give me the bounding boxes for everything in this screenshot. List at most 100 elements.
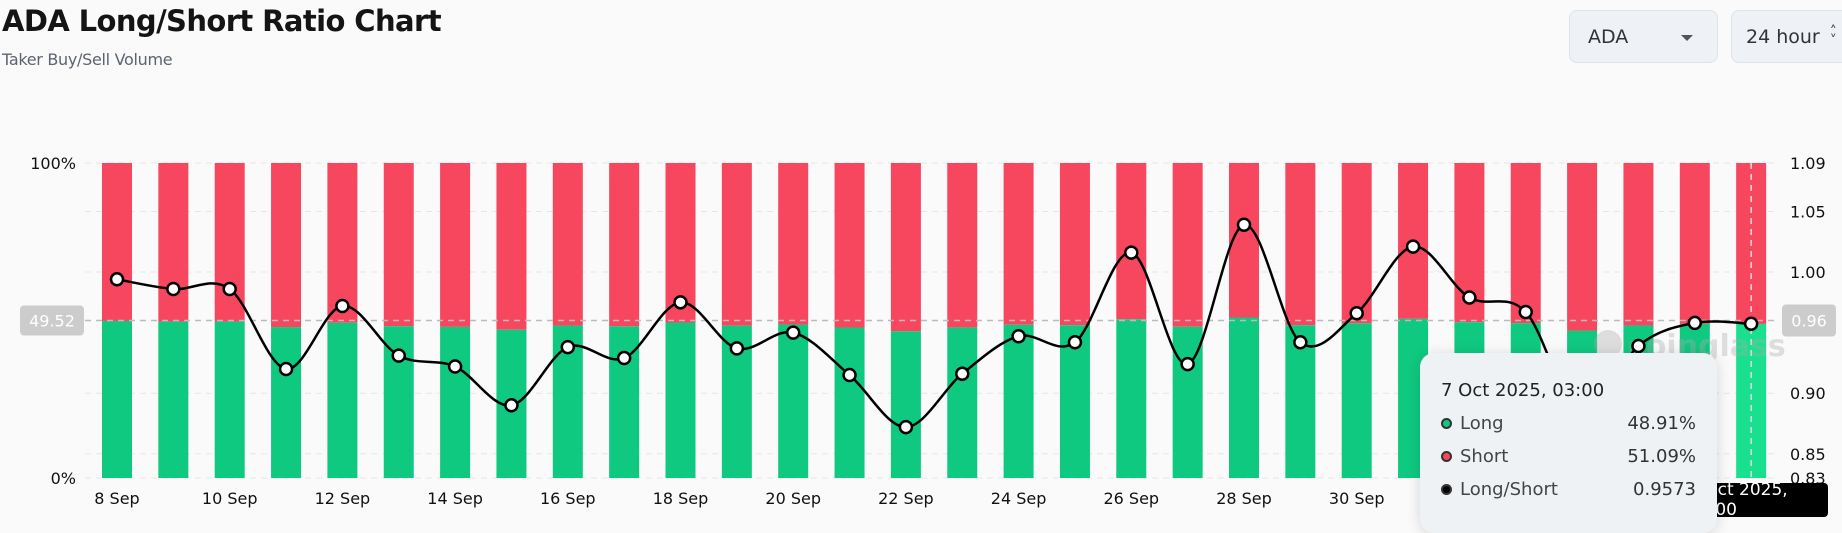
ratio-point — [447, 359, 463, 374]
ratio-point — [1124, 245, 1139, 260]
x-axis-tick-label: 24 Sep — [991, 489, 1047, 508]
tooltip-value: 0.9573 — [1633, 479, 1696, 500]
page-title: ADA Long/Short Ratio Chart — [2, 4, 442, 38]
ratio-point — [391, 348, 406, 363]
up-down-chevron-icon: ˄ ˅ — [1829, 23, 1837, 49]
long-bar — [1285, 325, 1316, 478]
ratio-point — [729, 341, 745, 356]
short-bar — [214, 163, 245, 322]
ratio-point — [166, 281, 181, 297]
long-bar — [1059, 325, 1090, 478]
long-bar — [1341, 323, 1372, 478]
x-axis-tick-label: 20 Sep — [765, 489, 821, 508]
asset-select-value: ADA — [1588, 25, 1629, 48]
long-bar — [102, 320, 132, 478]
short-bar — [383, 163, 414, 327]
ratio-point — [1631, 338, 1646, 354]
ratio-point — [1236, 217, 1252, 233]
short-bar — [1116, 163, 1147, 320]
tooltip-value: 51.09% — [1627, 446, 1696, 467]
short-bar — [1285, 163, 1316, 326]
ratio-point — [335, 298, 350, 314]
page-subtitle: Taker Buy/Sell Volume — [2, 50, 173, 69]
short-bar — [1172, 163, 1203, 327]
ratio-point — [222, 281, 237, 297]
short-bar — [271, 163, 302, 328]
watermark-logo-icon — [1594, 330, 1622, 358]
x-axis-tick-label: 10 Sep — [202, 489, 258, 508]
right-axis-tick-label: 0.85 — [1790, 445, 1826, 464]
right-axis-tick-label: 1.00 — [1790, 263, 1826, 282]
ratio-point — [785, 325, 801, 340]
ratio-point — [898, 419, 914, 435]
right-axis-tick-label: 1.05 — [1790, 202, 1826, 221]
ratio-point — [1011, 329, 1026, 344]
long-bar — [778, 324, 809, 478]
long-bar — [834, 327, 865, 478]
short-bar — [834, 163, 865, 328]
long-bar — [890, 331, 921, 478]
short-bar — [158, 163, 189, 322]
short-legend-dot-icon — [1441, 451, 1452, 462]
x-axis-tick-label: 22 Sep — [878, 489, 934, 508]
tooltip-label: Short — [1460, 446, 1509, 467]
short-bar — [1059, 163, 1090, 326]
long-short-chart[interactable]: coinglass 1.091.051.000.900.850.83100%0%… — [0, 0, 1842, 517]
short-bar — [552, 163, 583, 326]
short-bar — [1623, 163, 1654, 326]
ratio-point — [1180, 356, 1195, 372]
left-axis-tick-label: 100% — [30, 154, 76, 173]
short-bar — [721, 163, 752, 326]
ratio-point — [109, 272, 125, 287]
long-bar — [214, 321, 245, 478]
x-axis-tick-label: 14 Sep — [427, 489, 483, 508]
ratio-point — [1687, 315, 1703, 331]
asset-select[interactable]: ADA — [1569, 10, 1718, 63]
caret-down-icon — [1681, 35, 1693, 41]
short-bar — [1003, 163, 1034, 325]
long-bar — [158, 321, 189, 478]
tooltip-label: Long/Short — [1460, 479, 1558, 500]
x-axis-tick-label: 12 Sep — [315, 489, 371, 508]
long-bar — [665, 322, 696, 478]
tooltip-label: Long — [1460, 413, 1504, 434]
ratio-point — [842, 367, 857, 383]
short-bar — [947, 163, 978, 328]
ratio-point — [1405, 239, 1421, 254]
long-bar — [947, 327, 978, 478]
ratio-point — [616, 350, 632, 366]
ratio-line — [109, 217, 1759, 435]
crosshair-right-badge — [1782, 304, 1836, 337]
long-bar — [271, 327, 302, 478]
period-select[interactable]: 24 hour ˄ ˅ — [1731, 10, 1842, 63]
crosshair-left-badge — [20, 305, 84, 336]
long-bar — [327, 322, 358, 478]
long-bar — [440, 326, 471, 478]
ratio-legend-dot-icon — [1441, 484, 1452, 495]
x-axis-tick-label: 8 Sep — [94, 489, 139, 508]
bars — [102, 163, 1767, 478]
x-axis-tick-label: 16 Sep — [540, 489, 596, 508]
short-bar — [778, 163, 809, 325]
long-bar — [1003, 324, 1034, 478]
tooltip-date: 7 Oct 2025, 03:00 — [1441, 380, 1605, 401]
x-axis-tick-label: 30 Sep — [1329, 489, 1385, 508]
short-bar — [1510, 163, 1541, 324]
short-bar — [327, 163, 358, 323]
ratio-point — [955, 366, 970, 382]
period-select-value: 24 hour — [1746, 25, 1820, 48]
right-axis-tick-label: 0.90 — [1790, 384, 1826, 403]
short-bar — [1567, 163, 1598, 331]
long-legend-dot-icon — [1441, 418, 1452, 429]
tooltip-row-ratio: Long/Short 0.9573 — [1441, 479, 1696, 500]
x-axis-tick-label: 18 Sep — [653, 489, 709, 508]
x-axis-tick-label: 26 Sep — [1103, 489, 1159, 508]
x-axis-tick-label: 28 Sep — [1216, 489, 1272, 508]
crosshair-right-label: 0.96 — [1791, 312, 1827, 331]
ratio-point — [1067, 335, 1083, 350]
short-bar — [1679, 163, 1710, 324]
short-bar — [1341, 163, 1372, 324]
ratio-point — [1349, 305, 1364, 321]
long-bar — [1116, 319, 1147, 478]
